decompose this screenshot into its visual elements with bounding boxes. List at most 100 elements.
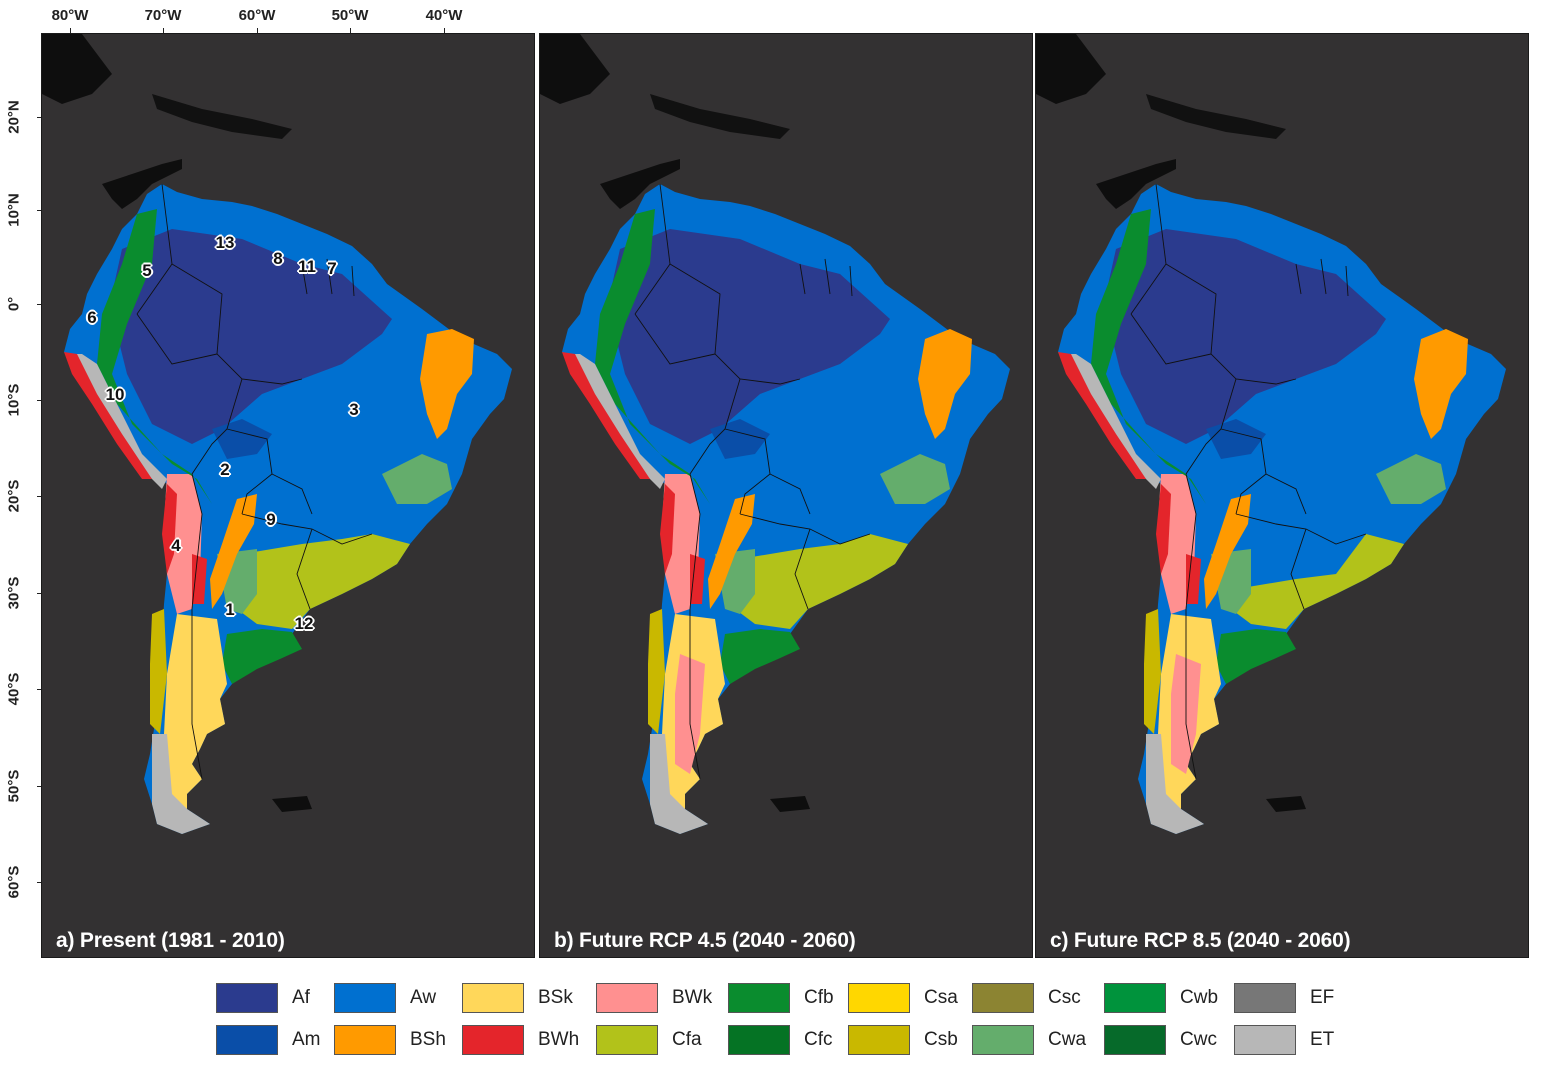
legend-swatch (596, 983, 658, 1013)
legend-item-cfb: Cfb (728, 982, 834, 1014)
latitude-tick-label: 50°S (5, 769, 23, 803)
region-number-label: 13 (215, 233, 235, 252)
region-bwh-peru (1058, 352, 1146, 479)
region-number-label: 8 (273, 249, 283, 268)
legend-label: Am (292, 1029, 321, 1050)
legend-item-csb: Csb (848, 1024, 958, 1056)
region-number-label: 3 (349, 400, 359, 419)
legend-swatch (216, 983, 278, 1013)
climate-map-rcp45 (540, 34, 1010, 834)
region-number-label: 12 (294, 614, 314, 633)
legend-item-cwa: Cwa (972, 1024, 1086, 1056)
climate-map-rcp85 (1036, 34, 1506, 834)
region-number-label: 7 (327, 259, 337, 278)
region-cfa (1231, 534, 1404, 629)
region-number-label: 2 (220, 460, 230, 479)
region-cwa (382, 454, 452, 504)
caribbean-islands (1146, 94, 1286, 139)
region-cfb (222, 629, 302, 684)
legend-label: Cfa (672, 1029, 702, 1050)
latitude-tick-label: 20°N (5, 100, 23, 134)
latitude-tick-mark (37, 786, 42, 787)
legend-label: Cfb (804, 987, 834, 1008)
region-csb (1144, 609, 1161, 734)
longitude-tick-mark (70, 28, 71, 33)
legend-label: Aw (410, 987, 437, 1008)
legend-item-bsh: BSh (334, 1024, 446, 1056)
falkland-islands (272, 796, 312, 812)
legend-item-cfc: Cfc (728, 1024, 833, 1056)
legend-label: Csa (924, 987, 958, 1008)
legend-swatch (848, 1025, 910, 1055)
legend-swatch (462, 1025, 524, 1055)
longitude-tick-label: 50°W (331, 7, 369, 24)
legend-label: Cwa (1048, 1029, 1087, 1050)
region-bwh-argentina (192, 554, 207, 604)
latitude-tick-mark (37, 304, 42, 305)
region-csb (150, 609, 167, 734)
legend-swatch (972, 983, 1034, 1013)
latitude-tick-label: 0° (5, 296, 23, 312)
country-borders (1130, 183, 1367, 780)
legend-item-ef: EF (1234, 982, 1334, 1014)
region-cwa (880, 454, 950, 504)
longitude-tick-mark (444, 28, 445, 33)
region-bwh-peru (64, 352, 152, 479)
latitude-axis: 20°N 10°N 0° 10°S 20°S 30°S 40°S 50°S 60°S (0, 34, 42, 960)
legend-label: BWk (672, 987, 713, 1008)
legend-item-csa: Csa (848, 982, 958, 1014)
longitude-axis: 80°W 70°W 60°W 50°W 40°W (0, 0, 540, 34)
legend-label: ET (1310, 1029, 1335, 1050)
map-panel-rcp85: c) Future RCP 8.5 (2040 - 2060) (1035, 33, 1529, 958)
climate-map-present (42, 34, 512, 834)
legend-swatch (1104, 983, 1166, 1013)
central-america-landmass (102, 159, 182, 209)
region-bwh-argentina (1186, 554, 1201, 604)
falkland-islands (770, 796, 810, 812)
map-panel-rcp45: b) Future RCP 4.5 (2040 - 2060) (539, 33, 1033, 958)
legend-label: EF (1310, 987, 1335, 1008)
caribbean-islands (152, 94, 292, 139)
region-cfb (720, 629, 800, 684)
longitude-tick-label: 80°W (51, 7, 89, 24)
legend-swatch (848, 983, 910, 1013)
latitude-tick-mark (37, 593, 42, 594)
region-af (1106, 229, 1386, 444)
panel-title: a) Present (1981 - 2010) (56, 929, 285, 952)
latitude-tick-mark (37, 117, 42, 118)
region-bsh-chaco (708, 494, 755, 609)
longitude-tick-label: 70°W (144, 7, 182, 24)
legend-label: BSk (538, 987, 573, 1008)
region-cfb-andes (1091, 209, 1206, 504)
legend-swatch (728, 1025, 790, 1055)
region-bsh-chaco (1204, 494, 1251, 609)
legend-swatch (1234, 1025, 1296, 1055)
latitude-tick-label: 30°S (5, 576, 23, 610)
region-number-label: 10 (105, 385, 125, 404)
region-bwh-atacama (1156, 484, 1171, 574)
region-bsh-northeast (420, 329, 474, 439)
latitude-tick-mark (37, 400, 42, 401)
legend-swatch (334, 983, 396, 1013)
region-cfb (1216, 629, 1296, 684)
legend-label: Af (292, 987, 310, 1008)
latitude-tick-mark (37, 882, 42, 883)
region-af (112, 229, 392, 444)
legend-swatch (216, 1025, 278, 1055)
latitude-tick-label: 20°S (5, 479, 23, 513)
region-bsh-northeast (1414, 329, 1468, 439)
legend-item-cwc: Cwc (1104, 1024, 1217, 1056)
central-america-landmass (1096, 159, 1176, 209)
region-et-patagonia (650, 734, 708, 834)
region-number-label: 6 (87, 308, 97, 327)
latitude-tick-label: 10°S (5, 383, 23, 417)
legend-label: Csb (924, 1029, 958, 1050)
latitude-tick-label: 40°S (5, 672, 23, 706)
longitude-tick-mark (163, 28, 164, 33)
longitude-tick-label: 60°W (238, 7, 276, 24)
caribbean-islands (650, 94, 790, 139)
legend-label: Cwc (1180, 1029, 1217, 1050)
legend-item-csc: Csc (972, 982, 1081, 1014)
region-bsk (164, 614, 227, 809)
latitude-tick-mark (37, 496, 42, 497)
